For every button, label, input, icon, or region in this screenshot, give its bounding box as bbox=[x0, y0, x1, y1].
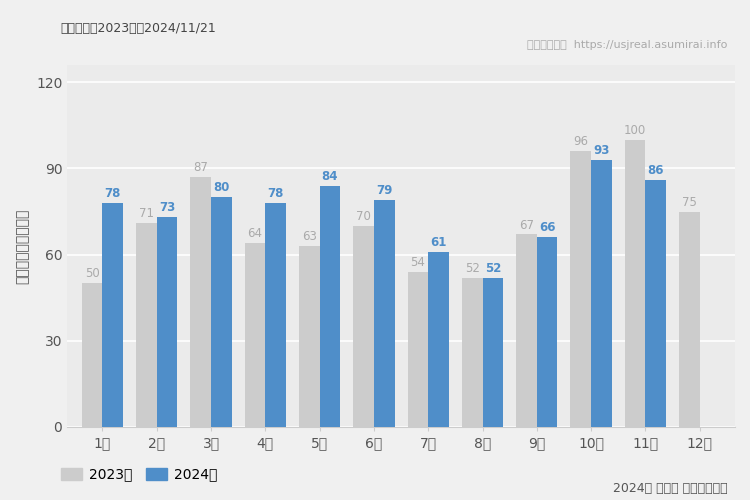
Text: 73: 73 bbox=[159, 202, 176, 214]
Text: 集計期間：2023年〜2024/11/21: 集計期間：2023年〜2024/11/21 bbox=[60, 22, 216, 36]
Bar bbox=[407, 272, 428, 427]
Bar bbox=[679, 212, 700, 427]
Text: ユニバリアル  https://usjreal.asumirai.info: ユニバリアル https://usjreal.asumirai.info bbox=[527, 40, 728, 50]
Text: 86: 86 bbox=[647, 164, 664, 177]
Bar bbox=[537, 238, 557, 427]
Bar bbox=[82, 284, 103, 427]
Text: 2024年 土曜日 平均待ち時間: 2024年 土曜日 平均待ち時間 bbox=[613, 482, 728, 495]
Text: 52: 52 bbox=[465, 262, 480, 274]
Bar bbox=[136, 223, 157, 427]
Text: 78: 78 bbox=[104, 187, 121, 200]
Bar bbox=[571, 151, 591, 427]
Text: 52: 52 bbox=[484, 262, 501, 274]
Text: 67: 67 bbox=[519, 218, 534, 232]
Bar bbox=[428, 252, 448, 427]
Text: 66: 66 bbox=[539, 222, 556, 234]
Y-axis label: 平均待ち時間（分）: 平均待ち時間（分） bbox=[15, 208, 29, 284]
Bar bbox=[374, 200, 394, 427]
Bar bbox=[625, 140, 646, 427]
Bar bbox=[211, 197, 232, 427]
Bar bbox=[320, 186, 340, 427]
Bar bbox=[244, 243, 266, 427]
Text: 61: 61 bbox=[430, 236, 447, 249]
Text: 63: 63 bbox=[302, 230, 316, 243]
Bar bbox=[516, 234, 537, 427]
Text: 64: 64 bbox=[248, 227, 262, 240]
Text: 70: 70 bbox=[356, 210, 371, 223]
Text: 54: 54 bbox=[410, 256, 425, 269]
Bar bbox=[190, 177, 211, 427]
Bar bbox=[299, 246, 320, 427]
Text: 96: 96 bbox=[573, 136, 588, 148]
Text: 79: 79 bbox=[376, 184, 392, 197]
Text: 100: 100 bbox=[624, 124, 646, 137]
Bar bbox=[103, 203, 123, 427]
Text: 80: 80 bbox=[213, 182, 230, 194]
Bar bbox=[646, 180, 666, 427]
Text: 50: 50 bbox=[85, 268, 100, 280]
Text: 71: 71 bbox=[139, 207, 154, 220]
Bar bbox=[157, 218, 178, 427]
Text: 87: 87 bbox=[194, 161, 208, 174]
Bar bbox=[482, 278, 503, 427]
Text: 75: 75 bbox=[682, 196, 697, 208]
Bar bbox=[591, 160, 612, 427]
Bar bbox=[266, 203, 286, 427]
Legend: 2023年, 2024年: 2023年, 2024年 bbox=[61, 468, 217, 481]
Text: 84: 84 bbox=[322, 170, 338, 183]
Text: 93: 93 bbox=[593, 144, 610, 157]
Bar bbox=[462, 278, 482, 427]
Text: 78: 78 bbox=[268, 187, 284, 200]
Bar bbox=[353, 226, 374, 427]
